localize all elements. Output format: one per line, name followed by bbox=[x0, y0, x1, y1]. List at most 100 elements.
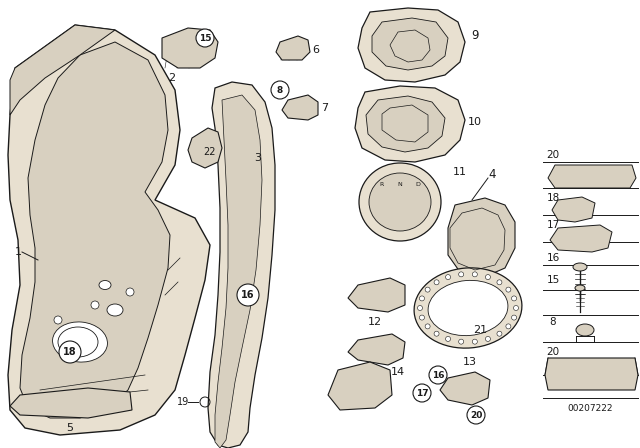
Circle shape bbox=[467, 406, 485, 424]
Polygon shape bbox=[548, 165, 636, 188]
Ellipse shape bbox=[107, 304, 123, 316]
Text: 2: 2 bbox=[168, 73, 175, 83]
Circle shape bbox=[506, 324, 511, 329]
Text: 15: 15 bbox=[199, 34, 211, 43]
Circle shape bbox=[497, 280, 502, 285]
Ellipse shape bbox=[576, 324, 594, 336]
Ellipse shape bbox=[575, 285, 585, 291]
Ellipse shape bbox=[52, 322, 108, 362]
Polygon shape bbox=[358, 8, 465, 82]
Circle shape bbox=[425, 287, 430, 292]
Text: D: D bbox=[415, 181, 420, 186]
Text: 12: 12 bbox=[368, 317, 382, 327]
Circle shape bbox=[434, 280, 439, 285]
Circle shape bbox=[459, 272, 463, 277]
Circle shape bbox=[429, 366, 447, 384]
Circle shape bbox=[237, 284, 259, 306]
Polygon shape bbox=[550, 225, 612, 252]
Polygon shape bbox=[348, 334, 405, 365]
Circle shape bbox=[413, 384, 431, 402]
Polygon shape bbox=[440, 372, 490, 405]
Circle shape bbox=[485, 336, 490, 341]
Text: 5: 5 bbox=[67, 423, 74, 433]
Ellipse shape bbox=[414, 268, 522, 348]
Ellipse shape bbox=[369, 173, 431, 231]
Text: 00207222: 00207222 bbox=[567, 404, 612, 413]
Circle shape bbox=[419, 315, 424, 320]
Ellipse shape bbox=[359, 163, 441, 241]
Ellipse shape bbox=[428, 280, 508, 336]
Text: 20: 20 bbox=[547, 150, 559, 160]
Text: 17: 17 bbox=[416, 388, 428, 397]
Polygon shape bbox=[366, 96, 445, 152]
Ellipse shape bbox=[58, 327, 98, 357]
Text: 22: 22 bbox=[204, 147, 216, 157]
Circle shape bbox=[445, 336, 451, 341]
Circle shape bbox=[511, 315, 516, 320]
Text: 8: 8 bbox=[550, 317, 556, 327]
Polygon shape bbox=[448, 198, 515, 278]
Text: 10: 10 bbox=[468, 117, 482, 127]
Text: 16: 16 bbox=[547, 253, 559, 263]
Polygon shape bbox=[10, 388, 132, 418]
Text: 16: 16 bbox=[241, 290, 255, 300]
Text: 7: 7 bbox=[321, 103, 328, 113]
Polygon shape bbox=[372, 18, 448, 70]
Polygon shape bbox=[20, 42, 170, 418]
Text: 8: 8 bbox=[277, 86, 283, 95]
Text: 6: 6 bbox=[312, 45, 319, 55]
Polygon shape bbox=[545, 358, 638, 390]
Text: 11: 11 bbox=[453, 167, 467, 177]
Text: 19: 19 bbox=[177, 397, 189, 407]
Polygon shape bbox=[162, 28, 218, 68]
Polygon shape bbox=[8, 25, 210, 435]
Text: R: R bbox=[380, 181, 384, 186]
Polygon shape bbox=[282, 95, 318, 120]
Text: 4: 4 bbox=[488, 168, 496, 181]
Circle shape bbox=[513, 306, 518, 310]
Text: 3: 3 bbox=[255, 153, 262, 163]
Circle shape bbox=[445, 275, 451, 280]
Text: 18: 18 bbox=[63, 347, 77, 357]
Polygon shape bbox=[188, 128, 222, 168]
Text: 15: 15 bbox=[547, 275, 559, 285]
Polygon shape bbox=[276, 36, 310, 60]
Circle shape bbox=[91, 301, 99, 309]
Circle shape bbox=[196, 29, 214, 47]
Text: 20: 20 bbox=[470, 410, 482, 419]
Text: 16: 16 bbox=[432, 370, 444, 379]
Circle shape bbox=[434, 331, 439, 336]
Circle shape bbox=[419, 296, 424, 301]
Circle shape bbox=[485, 275, 490, 280]
Text: 21: 21 bbox=[473, 325, 487, 335]
Circle shape bbox=[506, 287, 511, 292]
Polygon shape bbox=[215, 95, 262, 448]
Text: 20: 20 bbox=[547, 347, 559, 357]
Text: N: N bbox=[397, 181, 403, 186]
Polygon shape bbox=[552, 197, 595, 222]
Circle shape bbox=[497, 331, 502, 336]
Ellipse shape bbox=[573, 263, 587, 271]
Circle shape bbox=[126, 288, 134, 296]
Polygon shape bbox=[328, 362, 392, 410]
Ellipse shape bbox=[99, 280, 111, 289]
Circle shape bbox=[54, 316, 62, 324]
Text: 14: 14 bbox=[391, 367, 405, 377]
Circle shape bbox=[417, 306, 422, 310]
Text: 1: 1 bbox=[15, 247, 22, 257]
Circle shape bbox=[472, 339, 477, 344]
Circle shape bbox=[425, 324, 430, 329]
Polygon shape bbox=[355, 86, 465, 162]
Text: 18: 18 bbox=[547, 193, 559, 203]
Text: 9: 9 bbox=[471, 29, 479, 42]
Circle shape bbox=[271, 81, 289, 99]
Polygon shape bbox=[348, 278, 405, 312]
Circle shape bbox=[59, 341, 81, 363]
Text: 13: 13 bbox=[463, 357, 477, 367]
Polygon shape bbox=[10, 25, 115, 115]
Circle shape bbox=[472, 272, 477, 277]
Circle shape bbox=[459, 339, 463, 344]
Circle shape bbox=[511, 296, 516, 301]
Polygon shape bbox=[208, 82, 275, 448]
Text: 17: 17 bbox=[547, 220, 559, 230]
